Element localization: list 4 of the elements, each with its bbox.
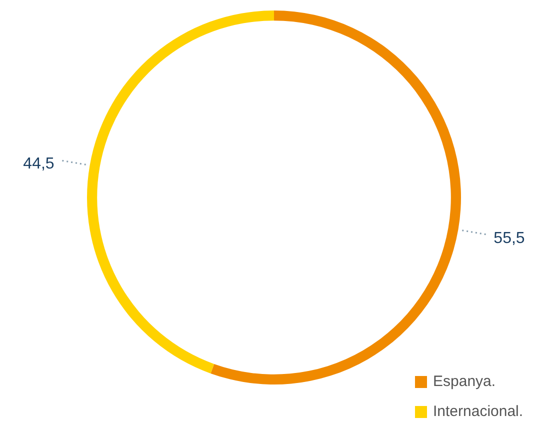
data-label: 44,5 — [23, 156, 54, 173]
data-label: 55,5 — [494, 230, 525, 248]
legend-label: Internacional. — [433, 403, 524, 420]
legend-label: Espanya. — [433, 373, 496, 390]
